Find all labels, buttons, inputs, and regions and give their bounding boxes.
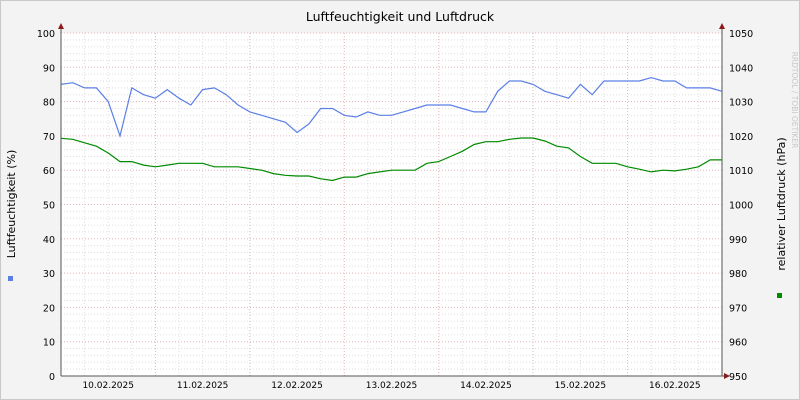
x-tick-label: 14.02.2025 [460,381,512,391]
axis-arrow-icon [724,373,730,379]
axis-arrow-icon [719,23,725,29]
y-tick-label-right: 1040 [729,63,753,74]
series-layer [60,76,723,182]
y-tick-label-left: 10 [43,338,55,349]
y-tick-label-right: 1050 [729,29,753,40]
y-tick-label-right: 970 [729,303,747,314]
x-tick-label: 10.02.2025 [82,381,134,391]
x-tick-label: 13.02.2025 [366,381,418,391]
y-tick-label-right: 950 [729,372,747,383]
y-tick-label-right: 1030 [729,98,753,109]
x-tick-label: 15.02.2025 [555,381,607,391]
y-tick-label-right: 980 [729,269,747,280]
y-tick-label-right: 1020 [729,132,753,143]
y-axis-right-label: relativer Luftdruck (hPa) [775,137,788,270]
chart-title: Luftfeuchtigkeit und Luftdruck [306,9,495,24]
legend-swatch-humidity [8,276,13,281]
y-tick-label-left: 50 [43,201,55,212]
y-tick-label-right: 1010 [729,166,753,177]
series-line-pressure [60,137,722,182]
series-line-humidity [60,76,723,139]
axis-arrow-icon [58,23,64,29]
axes: 0102030405060708090100950960970980990100… [37,23,753,391]
y-tick-label-left: 80 [43,98,55,109]
x-tick-label: 12.02.2025 [271,381,323,391]
y-tick-label-left: 90 [43,63,55,74]
y-tick-label-left: 40 [43,235,55,246]
watermark: RRDTOOL / TOBI OETIKER [790,52,799,149]
x-tick-label: 11.02.2025 [177,381,229,391]
y-tick-label-left: 70 [43,132,55,143]
legend-swatch-pressure [777,293,782,298]
y-tick-label-left: 60 [43,166,55,177]
y-tick-label-left: 100 [37,29,55,40]
y-tick-label-right: 1000 [729,201,753,212]
y-tick-label-left: 20 [43,303,55,314]
x-tick-label: 16.02.2025 [649,381,701,391]
y-tick-label-right: 990 [729,235,747,246]
y-axis-left-label: Luftfeuchtigkeit (%) [5,150,18,259]
y-tick-label-right: 960 [729,338,747,349]
y-tick-label-left: 0 [49,372,55,383]
y-tick-label-left: 30 [43,269,55,280]
